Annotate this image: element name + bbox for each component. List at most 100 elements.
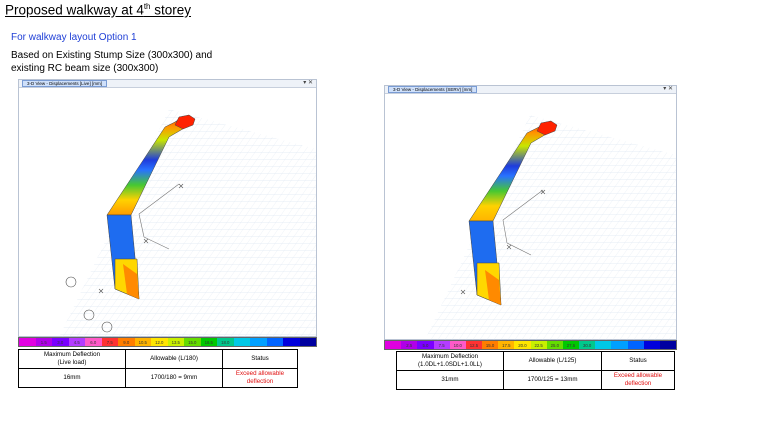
colorbar-segment: 20.0: [514, 341, 531, 349]
colorbar-segment: 1.5: [35, 338, 52, 346]
colorbar-tick: 5.0: [422, 342, 429, 348]
status-header: Status: [222, 349, 298, 369]
colorbar-tick: 18.0: [221, 339, 230, 345]
colorbar-segment: 15.0: [184, 338, 201, 346]
colorbar-tick: 1.5: [40, 339, 47, 345]
support-markers: [65, 183, 184, 333]
colorbar-segment: [595, 341, 612, 349]
colorbar-tick: 3.0: [57, 339, 64, 345]
status-value: Exceed allowable deflection: [222, 368, 298, 388]
colorbar-segment: 10.0: [449, 341, 466, 349]
table-header-row: Maximum Deflection (Live load) Allowable …: [18, 349, 298, 369]
slide-title-suffix: storey: [150, 2, 192, 18]
view-window-controls[interactable]: ▾ ✕: [303, 80, 313, 86]
max-deflection-value: 31mm: [396, 370, 504, 390]
live-load-model-canvas[interactable]: [19, 89, 316, 337]
colorbar-segment: 6.0: [85, 338, 102, 346]
deformed-walkway-shape: [106, 114, 196, 300]
max-deflection-header: Maximum Deflection (1.0DL+1.0SDL+1.0LL): [396, 351, 504, 371]
view-tab-serv-displacements[interactable]: 3-D View - Displacements (SERV) [mm]: [388, 86, 478, 93]
colorbar-tick: 7.5: [438, 342, 445, 348]
colorbar-segment: 22.5: [530, 341, 547, 349]
allowable-header: Allowable (L/125): [503, 351, 602, 371]
colorbar-segment: 3.0: [52, 338, 69, 346]
table-header-row: Maximum Deflection (1.0DL+1.0SDL+1.0LL) A…: [396, 351, 675, 371]
colorbar-segment: 17.5: [498, 341, 515, 349]
serviceability-3d-view-window: 3-D View - Displacements (SERV) [mm] ▾ ✕: [384, 85, 677, 340]
colorbar-tick: 9.0: [123, 339, 130, 345]
colorbar-segment: 16.5: [200, 338, 217, 346]
colorbar-segment: [283, 338, 300, 346]
colorbar-tick: 7.5: [106, 339, 113, 345]
colorbar-segment: 12.5: [465, 341, 483, 349]
walkway-option-label: For walkway layout Option 1: [11, 32, 137, 43]
live-load-deflection-table: Maximum Deflection (Live load) Allowable …: [18, 349, 298, 388]
status-header: Status: [601, 351, 675, 371]
slide-title-superscript: th: [143, 2, 151, 11]
colorbar-tick: 13.5: [171, 339, 180, 345]
allowable-header: Allowable (L/180): [125, 349, 223, 369]
colorbar-tick: 16.5: [204, 339, 213, 345]
design-basis-text: Based on Existing Stump Size (300x300) a…: [11, 49, 212, 75]
table-row: 31mm 1700/125 = 13mm Exceed allowable def…: [396, 370, 675, 390]
colorbar-segment: 12.0: [151, 338, 168, 346]
allowable-value: 1700/125 = 13mm: [503, 370, 602, 390]
colorbar-segment: 7.5: [101, 338, 118, 346]
design-basis-line-1: Based on Existing Stump Size (300x300) a…: [11, 50, 213, 61]
colorbar-tick: 12.5: [469, 342, 479, 348]
colorbar-segment: 13.5: [167, 338, 184, 346]
colorbar-tick: 20.0: [518, 342, 527, 348]
colorbar-tick: 2.5: [406, 342, 413, 348]
slide-title: Proposed walkway at 4th storey: [5, 2, 191, 18]
colorbar-segment: [19, 338, 36, 346]
allowable-value: 1700/180 = 9mm: [125, 368, 223, 388]
colorbar-segment: [266, 338, 283, 346]
colorbar-tick: 6.0: [90, 339, 97, 345]
max-deflection-value: 16mm: [18, 368, 126, 388]
colorbar-segment: 15.0: [482, 341, 499, 349]
colorbar-tick: 15.0: [188, 339, 197, 345]
colorbar-tick: 15.0: [485, 342, 495, 348]
view-titlebar: 3-D View - Displacements [Live] [mm] ▾ ✕: [19, 80, 316, 88]
ground-grid: [425, 115, 676, 340]
status-value: Exceed allowable deflection: [601, 370, 675, 390]
colorbar-tick: 4.5: [73, 339, 80, 345]
design-basis-line-2: existing RC beam size (300x300): [11, 63, 159, 74]
ground-grid: [59, 109, 316, 337]
view-titlebar: 3-D View - Displacements (SERV) [mm] ▾ ✕: [385, 86, 676, 94]
colorbar-segment: 7.5: [433, 341, 450, 349]
support-markers: [460, 189, 546, 295]
colorbar-tick: 27.5: [566, 342, 576, 348]
live-load-displacement-colorbar: 1.5 3.0 4.5 6.0 7.5 9.0 10.5 12.0 13.5 1…: [18, 337, 317, 347]
view-window-controls[interactable]: ▾ ✕: [663, 86, 673, 92]
colorbar-segment: [385, 341, 402, 349]
colorbar-segment: [299, 338, 316, 346]
colorbar-segment: 4.5: [68, 338, 85, 346]
colorbar-segment: [250, 338, 267, 346]
serviceability-displacement-colorbar: 2.5 5.0 7.5 10.0 12.5 15.0 17.5 20.0 22.…: [384, 340, 677, 350]
colorbar-segment: 10.5: [134, 338, 151, 346]
colorbar-segment: 25.0: [546, 341, 563, 349]
colorbar-segment: [611, 341, 628, 349]
colorbar-segment: [643, 341, 660, 349]
colorbar-tick: 25.0: [550, 342, 559, 348]
deformed-walkway-shape: [468, 120, 558, 306]
colorbar-tick: 30.0: [582, 342, 592, 348]
colorbar-tick: 22.5: [534, 342, 543, 348]
live-load-3d-view-window: 3-D View - Displacements [Live] [mm] ▾ ✕: [18, 79, 317, 337]
colorbar-segment: 5.0: [417, 341, 434, 349]
colorbar-tick: 12.0: [155, 339, 164, 345]
colorbar-segment: [627, 341, 644, 349]
colorbar-segment: 18.0: [217, 338, 234, 346]
slide-title-text: Proposed walkway at 4: [5, 2, 144, 18]
colorbar-tick: 10.5: [138, 339, 147, 345]
colorbar-segment: 27.5: [562, 341, 580, 349]
view-tab-live-displacements[interactable]: 3-D View - Displacements [Live] [mm]: [22, 80, 107, 87]
colorbar-segment: 2.5: [401, 341, 418, 349]
colorbar-segment: 30.0: [579, 341, 596, 349]
max-deflection-header: Maximum Deflection (Live load): [18, 349, 126, 369]
colorbar-segment: [233, 338, 250, 346]
colorbar-segment: 9.0: [118, 338, 135, 346]
serviceability-deflection-table: Maximum Deflection (1.0DL+1.0SDL+1.0LL) A…: [396, 351, 675, 390]
serviceability-model-canvas[interactable]: [385, 95, 676, 340]
